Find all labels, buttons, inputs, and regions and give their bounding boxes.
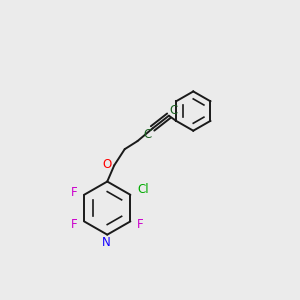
- Text: F: F: [71, 218, 78, 231]
- Text: C: C: [169, 104, 177, 117]
- Text: N: N: [102, 236, 110, 249]
- Text: F: F: [137, 218, 143, 231]
- Text: O: O: [103, 158, 112, 171]
- Text: F: F: [71, 185, 78, 199]
- Text: C: C: [143, 128, 152, 141]
- Text: Cl: Cl: [137, 182, 149, 196]
